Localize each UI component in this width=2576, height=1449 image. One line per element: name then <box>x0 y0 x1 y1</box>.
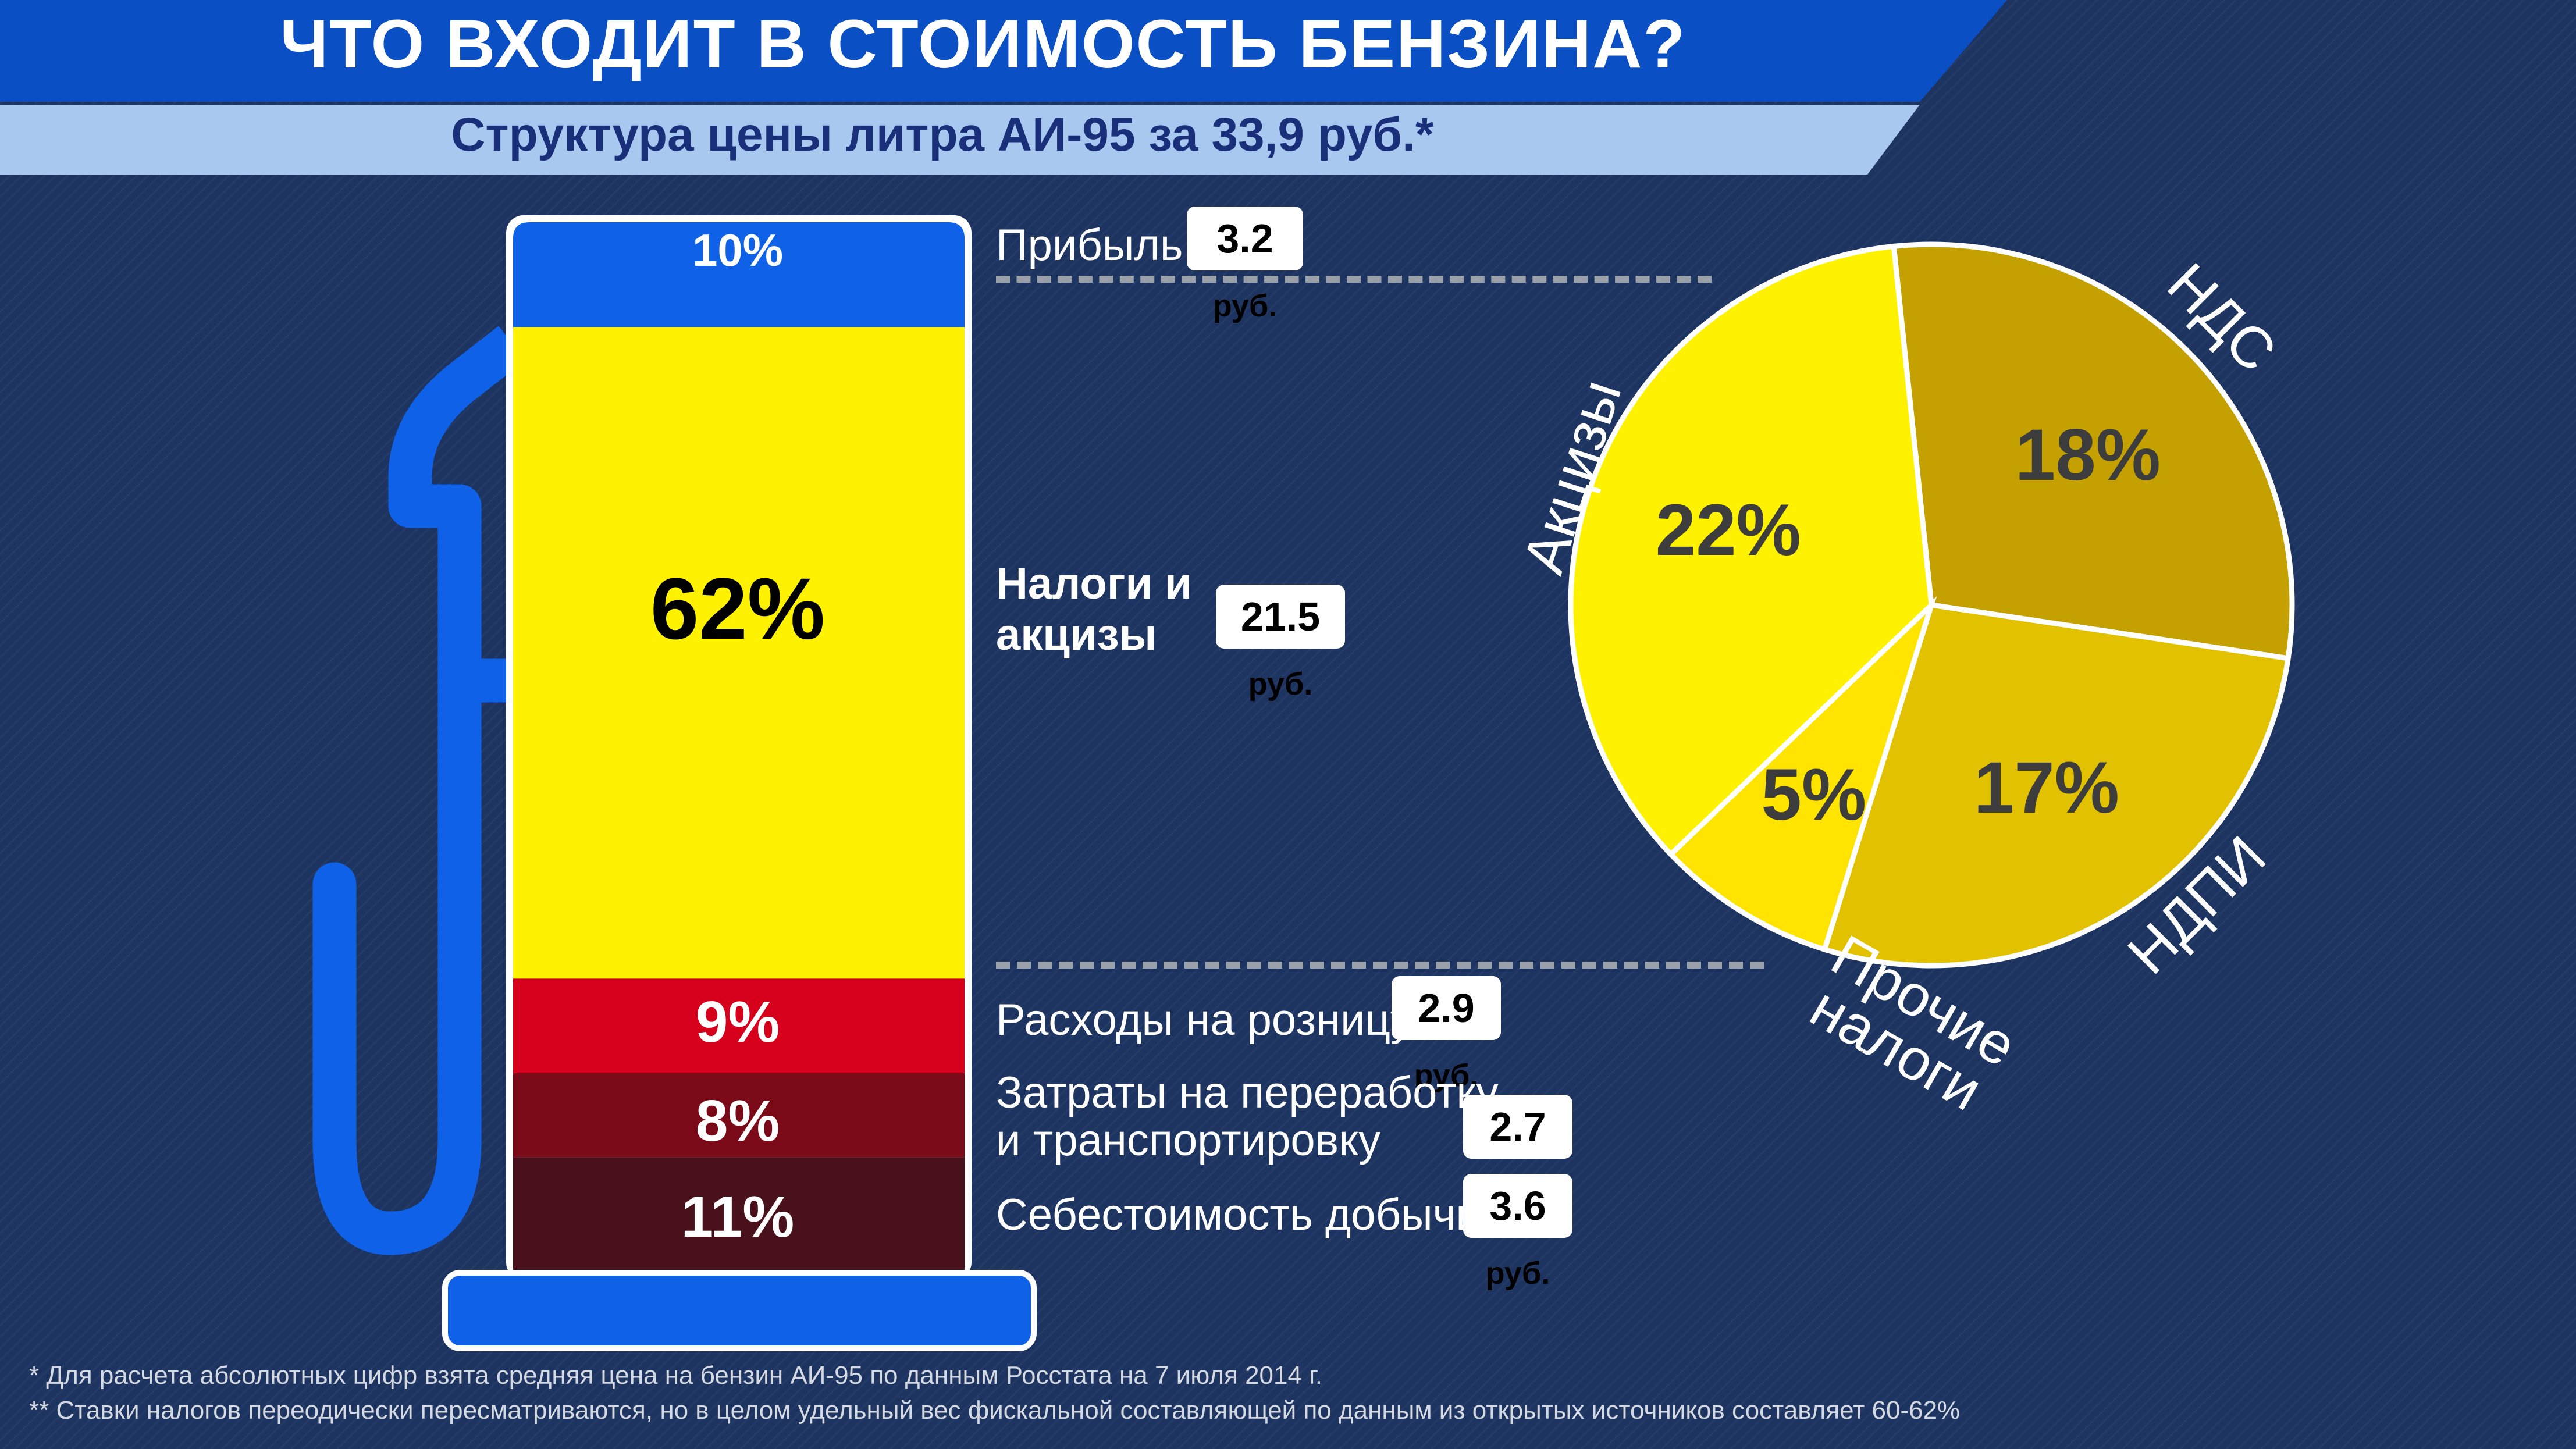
bar-value-profit: 10% <box>692 225 784 276</box>
label-extraction: Себестоимость добычи <box>996 1190 1481 1240</box>
label-taxes-line1: Налоги и <box>996 559 1193 608</box>
bar-segment-processing <box>513 1073 965 1158</box>
dashed-line-bottom <box>996 962 1764 969</box>
pie-slice-vat-value: 18% <box>2015 415 2161 496</box>
page-title: ЧТО ВХОДИТ В СТОИМОСТЬ БЕНЗИНА? <box>280 6 1687 83</box>
label-processing-line1: Затраты на переработку <box>996 1068 1499 1117</box>
badge-retail: 2.9 руб. <box>1392 976 1501 1093</box>
pie-slice-other-value: 5% <box>1761 754 1866 835</box>
pie-slice-vat <box>1891 241 2295 661</box>
label-processing-line2: и транспортировку <box>996 1116 1381 1165</box>
pump-nozzle-icon <box>312 484 482 1255</box>
bar-value-taxes: 62% <box>650 560 826 657</box>
pump-hose-icon <box>388 326 526 703</box>
pie-slice-ndpi <box>1821 601 2292 969</box>
footnote-1: * Для расчета абсолютных цифр взята сред… <box>29 1361 1323 1390</box>
page-subtitle: Структура цены литра АИ-95 за 33,9 руб.* <box>451 108 1434 161</box>
bar-value-retail: 9% <box>695 989 780 1055</box>
header-banner <box>0 0 2007 175</box>
title-banner <box>0 0 2007 102</box>
footnote-2: ** Ставки налогов переодически пересматр… <box>29 1396 1961 1425</box>
label-retail: Расходы на розницу <box>996 995 1413 1045</box>
pump-base <box>442 1270 1037 1351</box>
label-taxes-line2: акцизы <box>996 610 1157 660</box>
bar-segment-extraction <box>513 1157 965 1273</box>
bar-value-processing: 8% <box>695 1088 780 1153</box>
badge-extraction: 3.6 руб. <box>1463 1174 1572 1291</box>
pie-slice-ndpi-value: 17% <box>1974 747 2119 828</box>
badge-profit: 3.2 руб. <box>1187 207 1303 323</box>
label-profit: Прибыль <box>996 220 1183 270</box>
bar-segment-taxes <box>513 327 965 979</box>
fuel-pump-chart <box>312 215 1037 1351</box>
pie-slice-excise <box>1568 243 1934 859</box>
dashed-line-top <box>996 276 1712 283</box>
subtitle-banner <box>0 105 1920 175</box>
pie-slice-excise-value: 22% <box>1656 490 1801 571</box>
bar-value-extraction: 11% <box>681 1184 795 1249</box>
pie-slice-other <box>1667 596 1937 953</box>
badge-taxes: 21.5 руб. <box>1216 585 1345 702</box>
bar-segment-profit <box>513 222 965 327</box>
bar-segment-retail <box>513 978 965 1073</box>
